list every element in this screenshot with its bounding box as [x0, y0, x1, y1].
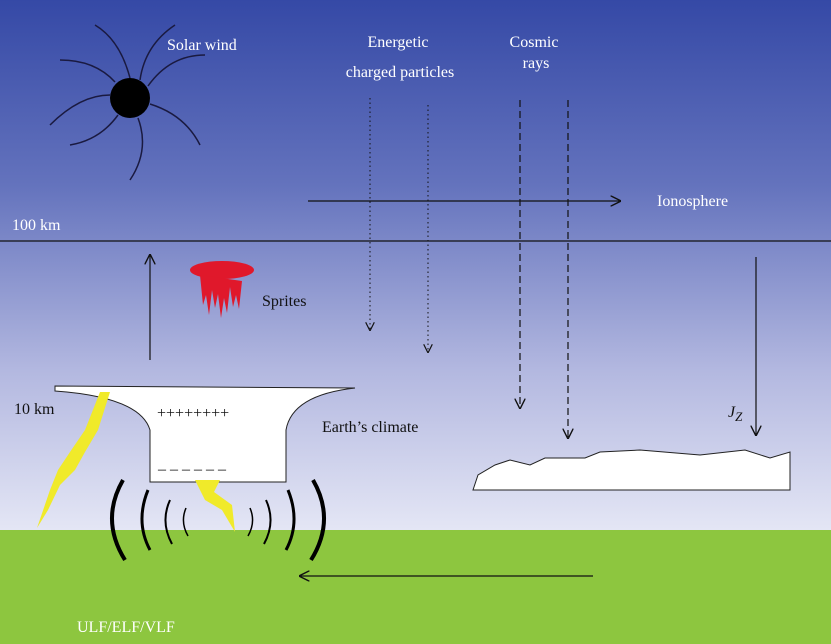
- solar-wind-label: Solar wind: [167, 37, 237, 54]
- sprites-label: Sprites: [262, 293, 306, 310]
- altitude-label: 100 km: [12, 217, 61, 234]
- sprite: [190, 261, 254, 318]
- cloud: [472, 449, 791, 491]
- altitude-label: 10 km: [14, 401, 55, 418]
- charge-label: – – – – – –: [157, 461, 227, 478]
- charge-label: ++++++++: [157, 405, 229, 422]
- particle-paths: [150, 98, 756, 576]
- current-label: JZ: [728, 404, 743, 424]
- climate-label: Earth’s climate: [322, 419, 418, 436]
- lightning: [37, 392, 235, 532]
- sun: [49, 24, 206, 181]
- thundercloud: [54, 385, 356, 483]
- particles-label: Energetic charged particles: [346, 34, 455, 81]
- ground: [0, 530, 831, 644]
- ionosphere-label: Ionosphere: [657, 193, 728, 210]
- waves-label: ULF/ELF/VLF: [77, 619, 175, 636]
- cosmic-rays-label: Cosmic rays: [510, 34, 563, 72]
- waves: [110, 479, 326, 562]
